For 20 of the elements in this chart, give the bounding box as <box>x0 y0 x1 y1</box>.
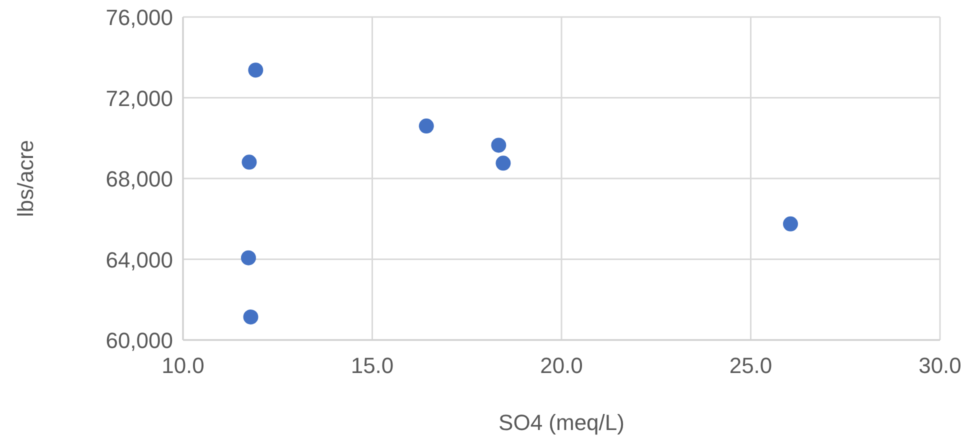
point <box>782 216 798 232</box>
y-axis-title: lbs/acre <box>13 140 38 218</box>
x-tick-label: 20.0 <box>540 353 583 378</box>
point <box>243 309 258 324</box>
y-tick-label: 68,000 <box>106 166 173 192</box>
point <box>248 62 264 78</box>
y-tick-label: 76,000 <box>106 5 173 30</box>
y-tick-label: 72,000 <box>106 86 173 111</box>
x-axis-title: SO4 (meq/L) <box>498 410 624 435</box>
point <box>242 154 257 170</box>
x-tick-label: 25.0 <box>729 353 772 378</box>
y-tick-label: 60,000 <box>106 328 173 353</box>
point <box>496 156 511 171</box>
point <box>418 118 434 134</box>
point <box>240 250 256 266</box>
x-tick-label: 10.0 <box>162 353 204 378</box>
x-tick-label: 15.0 <box>350 353 394 378</box>
y-tick-label: 64,000 <box>106 247 173 272</box>
x-tick-label: 30.0 <box>918 353 962 378</box>
point <box>491 138 506 153</box>
